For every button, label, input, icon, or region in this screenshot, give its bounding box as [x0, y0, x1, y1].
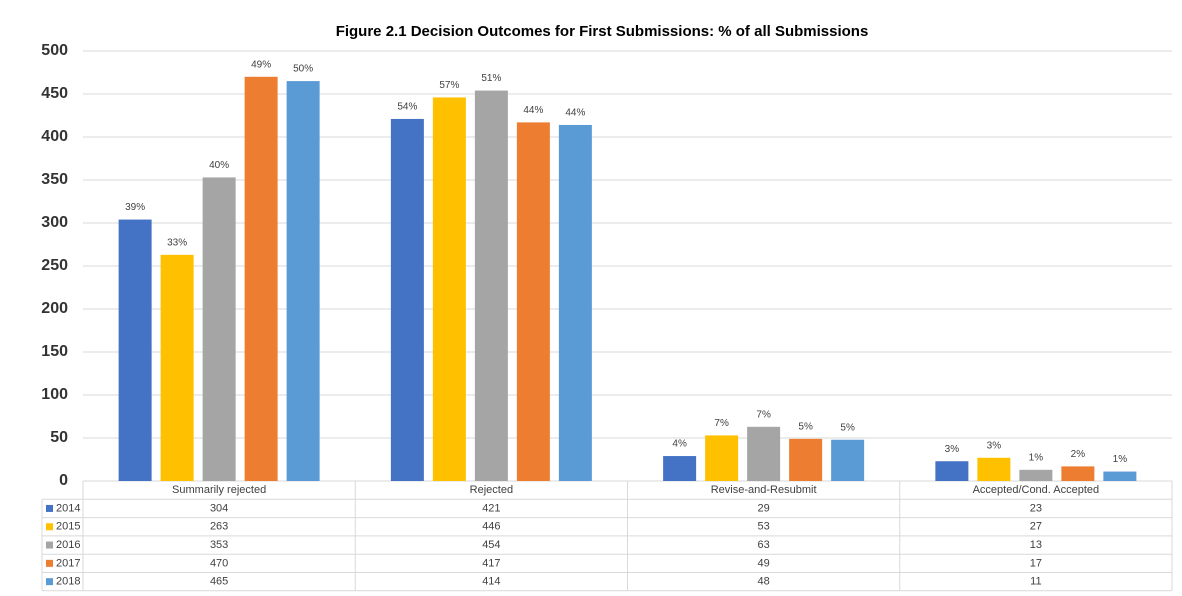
legend-label: 2017	[56, 557, 80, 569]
y-tick-label: 50	[50, 429, 68, 446]
legend-label: 2016	[56, 539, 80, 551]
data-label: 54%	[397, 102, 417, 113]
data-label: 39%	[125, 202, 145, 213]
data-label: 44%	[523, 105, 543, 116]
y-tick-label: 450	[41, 85, 68, 102]
bar	[1103, 471, 1137, 481]
bar	[977, 457, 1011, 481]
table-cell: 414	[482, 576, 500, 588]
bar	[705, 435, 739, 481]
table-cell: 29	[758, 502, 770, 514]
bar	[747, 426, 781, 481]
data-label: 4%	[672, 439, 687, 450]
data-label: 51%	[481, 73, 501, 84]
legend-swatch	[46, 523, 53, 531]
chart-title: Figure 2.1 Decision Outcomes for First S…	[336, 23, 869, 40]
table-cell: 353	[210, 539, 228, 551]
bar	[663, 456, 697, 481]
data-label: 7%	[714, 418, 729, 429]
data-label: 49%	[251, 59, 271, 70]
table-cell: 17	[1030, 557, 1042, 569]
bar	[1019, 469, 1053, 481]
data-label: 1%	[1113, 454, 1128, 465]
table-cell: 446	[482, 521, 500, 533]
data-label: 33%	[167, 237, 187, 248]
category-label: Summarily rejected	[172, 484, 266, 496]
y-tick-label: 0	[59, 472, 68, 489]
bar	[160, 254, 194, 481]
legend-label: 2015	[56, 521, 80, 533]
table-cell: 263	[210, 521, 228, 533]
table-cell: 421	[482, 502, 500, 514]
data-label: 5%	[840, 422, 855, 433]
bar	[935, 461, 969, 481]
table-cell: 53	[758, 521, 770, 533]
category-label: Revise-and-Resubmit	[711, 484, 817, 496]
bar	[558, 124, 592, 482]
legend-swatch	[46, 578, 53, 586]
table-cell: 417	[482, 557, 500, 569]
bar	[390, 118, 424, 481]
data-label: 5%	[798, 422, 813, 433]
table-cell: 48	[758, 576, 770, 588]
table-cell: 304	[210, 502, 228, 514]
data-label: 7%	[756, 409, 771, 420]
y-tick-label: 100	[41, 386, 68, 403]
data-label: 50%	[293, 64, 313, 75]
table-cell: 11	[1030, 576, 1041, 588]
bar	[244, 76, 278, 482]
bar	[202, 177, 236, 482]
y-tick-label: 500	[41, 42, 68, 59]
data-label: 44%	[565, 108, 585, 119]
legend-swatch	[46, 559, 53, 567]
data-label: 2%	[1071, 449, 1086, 460]
table-cell: 23	[1030, 502, 1042, 514]
data-label: 3%	[987, 440, 1002, 451]
legend-swatch	[46, 504, 53, 512]
bar	[474, 90, 508, 481]
data-label: 57%	[439, 80, 459, 91]
y-tick-label: 150	[41, 343, 68, 360]
bar	[1061, 466, 1095, 481]
y-tick-label: 350	[41, 171, 68, 188]
category-label: Rejected	[470, 484, 513, 496]
bar	[516, 122, 550, 481]
bar	[831, 439, 865, 481]
table-cell: 465	[210, 576, 228, 588]
bar	[432, 97, 466, 481]
table-cell: 13	[1030, 539, 1042, 551]
table-cell: 27	[1030, 521, 1042, 533]
table-cell: 49	[758, 557, 770, 569]
bar	[286, 81, 320, 481]
category-label: Accepted/Cond. Accepted	[973, 484, 1100, 496]
legend-label: 2018	[56, 576, 80, 588]
y-tick-label: 400	[41, 128, 68, 145]
y-tick-label: 250	[41, 257, 68, 274]
bar	[118, 219, 152, 481]
legend-swatch	[46, 541, 53, 549]
y-tick-label: 200	[41, 300, 68, 317]
data-label: 1%	[1029, 452, 1044, 463]
y-tick-label: 300	[41, 214, 68, 231]
data-label: 40%	[209, 160, 229, 171]
table-cell: 454	[482, 539, 500, 551]
table-cell: 63	[758, 539, 770, 551]
table-cell: 470	[210, 557, 228, 569]
legend-label: 2014	[56, 502, 80, 514]
data-label: 3%	[945, 444, 960, 455]
bar	[789, 438, 823, 481]
